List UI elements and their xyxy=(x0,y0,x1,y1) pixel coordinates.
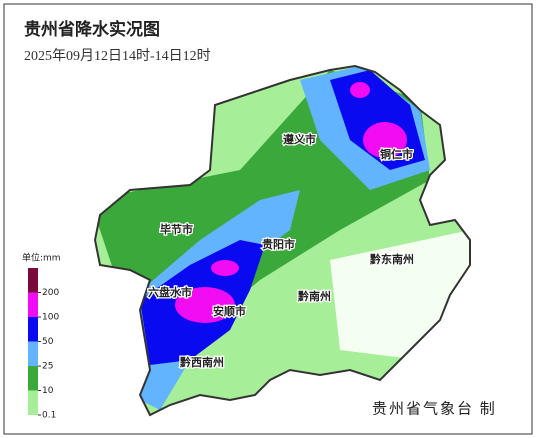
legend-swatch xyxy=(28,390,38,415)
footer: 贵州省气象台 制 xyxy=(372,400,497,417)
legend-label: 0.1 xyxy=(42,411,56,421)
legend-label: 50 xyxy=(42,337,54,347)
legend-label: 25 xyxy=(42,362,53,372)
legend-swatch xyxy=(28,292,38,317)
legend-unit: 单位:mm xyxy=(22,252,61,264)
legend-label: 10 xyxy=(42,386,54,396)
legend-swatch xyxy=(28,366,38,391)
region-label: 安顺市 xyxy=(213,304,246,318)
region-label: 贵阳市 xyxy=(262,237,295,251)
subtitle: 2025年09月12日14时-14日12时 xyxy=(24,48,211,64)
region-label: 黔西南州 xyxy=(180,355,224,369)
legend: 0.1 10 25 50 100 200 xyxy=(28,268,59,421)
legend-swatch xyxy=(28,341,38,366)
legend-label: 200 xyxy=(42,288,59,298)
region-label: 铜仁市 xyxy=(379,147,413,161)
region-label: 毕节市 xyxy=(160,222,193,236)
region-label: 遵义市 xyxy=(283,132,316,146)
region-label: 黔东南州 xyxy=(370,252,414,266)
legend-swatch xyxy=(28,268,38,293)
region-label: 六盘水市 xyxy=(148,285,192,299)
title: 贵州省降水实况图 xyxy=(24,19,160,40)
region-label: 黔南州 xyxy=(298,289,331,303)
legend-label: 100 xyxy=(42,313,59,323)
region-labels: 遵义市 铜仁市 毕节市 贵阳市 黔东南州 黔南州 六盘水市 安顺市 黔西南州 xyxy=(147,131,416,371)
legend-swatch xyxy=(28,317,38,342)
